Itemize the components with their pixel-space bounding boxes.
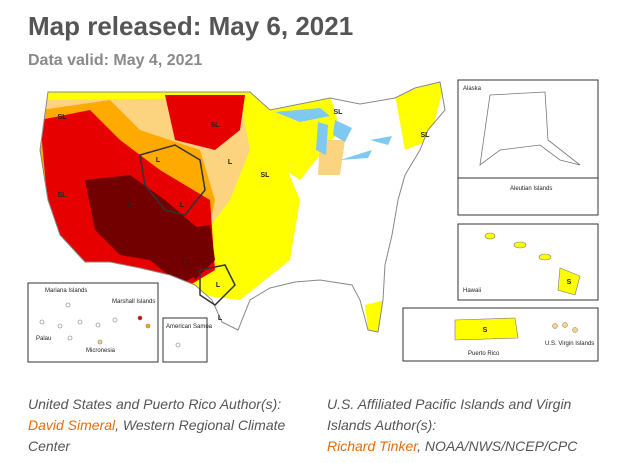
map-label: L — [218, 315, 223, 322]
subtitle: Data valid: May 4, 2021 — [28, 52, 202, 69]
map-label: SL — [261, 172, 271, 179]
map-label: L — [156, 157, 161, 164]
inset-label: Hawaii — [463, 288, 481, 294]
map-label: SL — [421, 132, 431, 139]
author-name[interactable]: Richard Tinker — [327, 438, 418, 454]
map-label: SL — [58, 114, 68, 121]
title: Map released: May 6, 2021 — [28, 11, 353, 41]
great-lakes — [275, 108, 392, 160]
hawaii-islands — [484, 232, 581, 296]
alaska-shape — [479, 91, 581, 166]
inset-label: Puerto Rico — [468, 351, 500, 357]
map-label: SL — [211, 122, 221, 129]
author-affiliation: , NOAA/NWS/NCEP/CPC — [417, 438, 578, 454]
samoa-island — [175, 342, 181, 348]
inset-label: Palau — [36, 336, 51, 342]
puerto-rico-shape — [454, 317, 519, 341]
author-heading: U.S. Affiliated Pacific Islands and Virg… — [327, 396, 572, 433]
map-label: L — [228, 159, 233, 166]
impact-lines — [139, 144, 236, 306]
author-heading: United States and Puerto Rico Author(s): — [28, 396, 282, 412]
inset-label: Alaska — [463, 86, 482, 92]
inset-label: Aleutian Islands — [510, 186, 552, 192]
inset-map-label: S — [567, 279, 572, 286]
pacific-inset — [27, 282, 159, 363]
virgin-islands — [552, 322, 578, 333]
map-label: L — [186, 259, 191, 266]
inset-label: Mariana Islands — [45, 288, 87, 294]
author-name[interactable]: David Simeral — [28, 417, 116, 433]
us-outline — [39, 81, 446, 333]
map-label: SL — [334, 109, 344, 116]
samoa-inset — [162, 317, 208, 363]
map-label: L — [128, 202, 133, 209]
pacific-islands — [39, 302, 151, 345]
inset-map-label: S — [483, 327, 488, 334]
author-block: United States and Puerto Rico Author(s):… — [28, 394, 313, 457]
map-label: L — [216, 282, 221, 289]
inset-label: U.S. Virgin Islands — [545, 341, 594, 347]
map-label: L — [180, 202, 185, 209]
puerto-rico-inset — [402, 307, 599, 362]
map-label: SL — [58, 192, 68, 199]
inset-label: Micronesia — [86, 348, 116, 354]
aleutian-inset — [457, 177, 599, 216]
inset-label: Marshall Islands — [112, 299, 155, 305]
author-affiliation: , Western Regional Climate Center — [28, 417, 286, 454]
author-block: U.S. Affiliated Pacific Islands and Virg… — [327, 394, 602, 457]
inset-label: American Samoa — [166, 324, 213, 330]
